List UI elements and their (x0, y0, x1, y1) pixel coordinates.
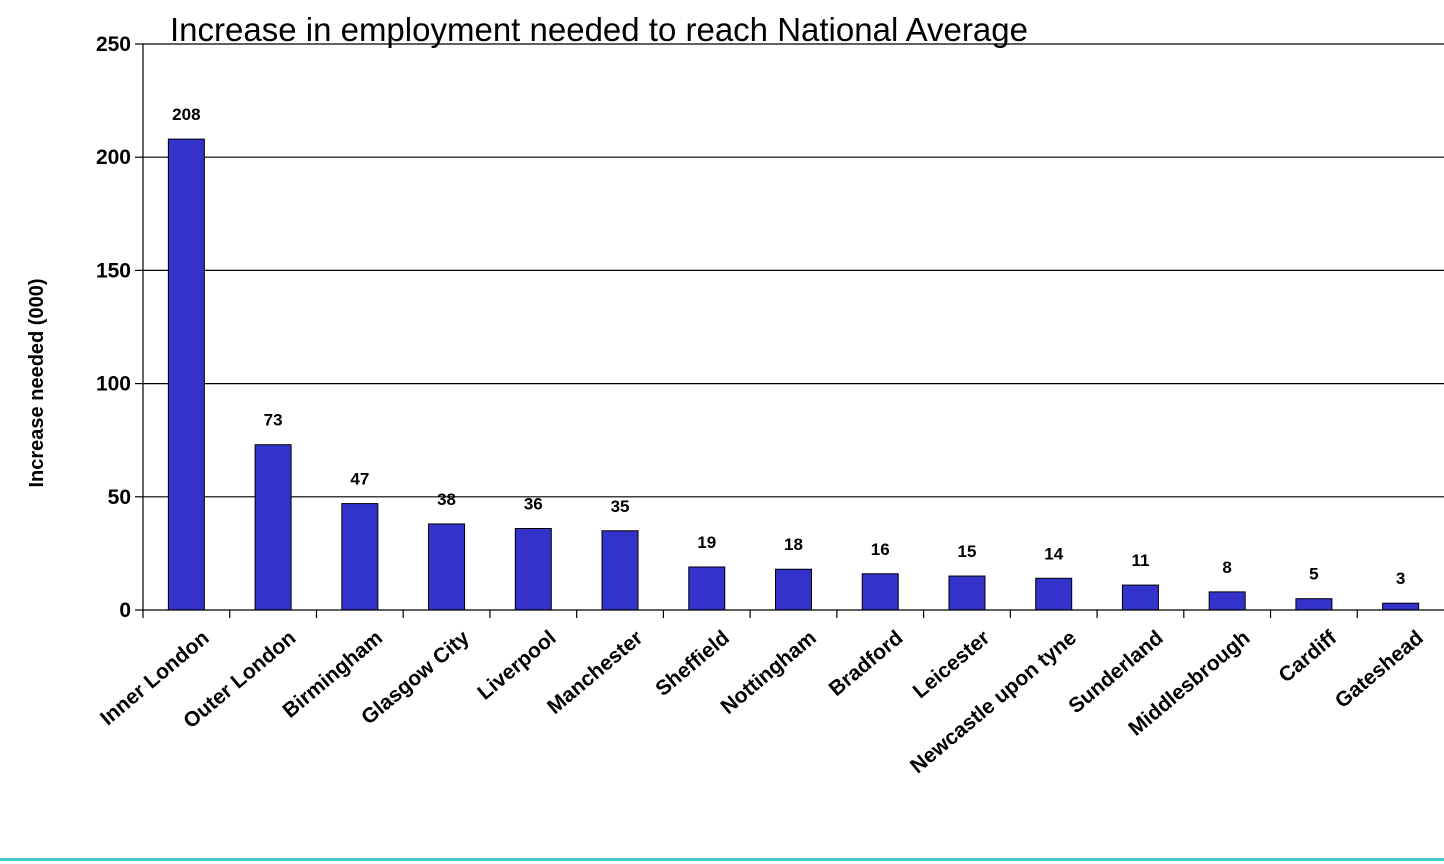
data-label: 5 (1309, 565, 1318, 584)
data-label: 14 (1044, 544, 1063, 563)
y-tick-label: 100 (96, 373, 131, 396)
bar-9 (948, 575, 986, 611)
data-label: 3 (1396, 569, 1405, 588)
bar-1 (254, 444, 292, 611)
y-axis-label: Increase needed (000) (26, 279, 48, 488)
bar-8 (861, 573, 899, 611)
data-label: 208 (172, 105, 200, 124)
bottom-rule (0, 858, 1444, 861)
data-label: 19 (697, 533, 716, 552)
data-label: 8 (1222, 558, 1231, 577)
data-label: 36 (524, 494, 543, 513)
bar-2 (341, 503, 379, 611)
axes (142, 44, 1444, 618)
category-label: Gateshead (1331, 626, 1428, 713)
y-tick-label: 150 (96, 259, 131, 282)
data-label: 15 (958, 542, 977, 561)
bar-14 (1382, 602, 1420, 611)
category-label: Sheffield (651, 626, 734, 701)
category-label: Nottingham (717, 626, 821, 719)
y-tick-label: 250 (96, 33, 131, 56)
bar-13 (1295, 598, 1333, 611)
category-label: Liverpool (473, 626, 560, 704)
data-label: 38 (437, 490, 456, 509)
bar-5 (601, 530, 639, 611)
bars (167, 138, 1420, 611)
y-tick-label: 0 (119, 599, 131, 622)
category-label: Bradford (825, 626, 908, 701)
data-label: 11 (1131, 551, 1149, 570)
bar-3 (428, 523, 466, 611)
bar-4 (514, 527, 552, 611)
bar-7 (775, 568, 812, 611)
bar-0 (167, 138, 205, 611)
bar-10 (1035, 577, 1073, 611)
data-label: 16 (871, 540, 890, 559)
data-label: 18 (784, 535, 803, 554)
category-label: Manchester (543, 626, 647, 719)
gridlines (135, 43, 1444, 611)
bar-6 (688, 566, 726, 611)
data-label: 47 (350, 470, 369, 489)
data-label: 73 (264, 411, 283, 430)
data-labels: 208 73 47 38 36 35 19 18 16 15 14 11 8 5 3 (172, 105, 1405, 588)
category-label: Cardiff (1274, 626, 1341, 688)
chart-title: Increase in employment needed to reach N… (170, 11, 1028, 48)
y-tick-label: 200 (96, 146, 131, 169)
y-tick-label: 50 (108, 486, 131, 509)
y-tick-labels: 0 50 100 150 200 250 (96, 33, 131, 622)
bar-11 (1121, 584, 1159, 611)
category-label: Newcastle upon tyne (906, 626, 1081, 778)
bar-12 (1208, 591, 1246, 611)
data-label: 35 (611, 497, 630, 516)
category-label: Leicester (909, 626, 994, 703)
